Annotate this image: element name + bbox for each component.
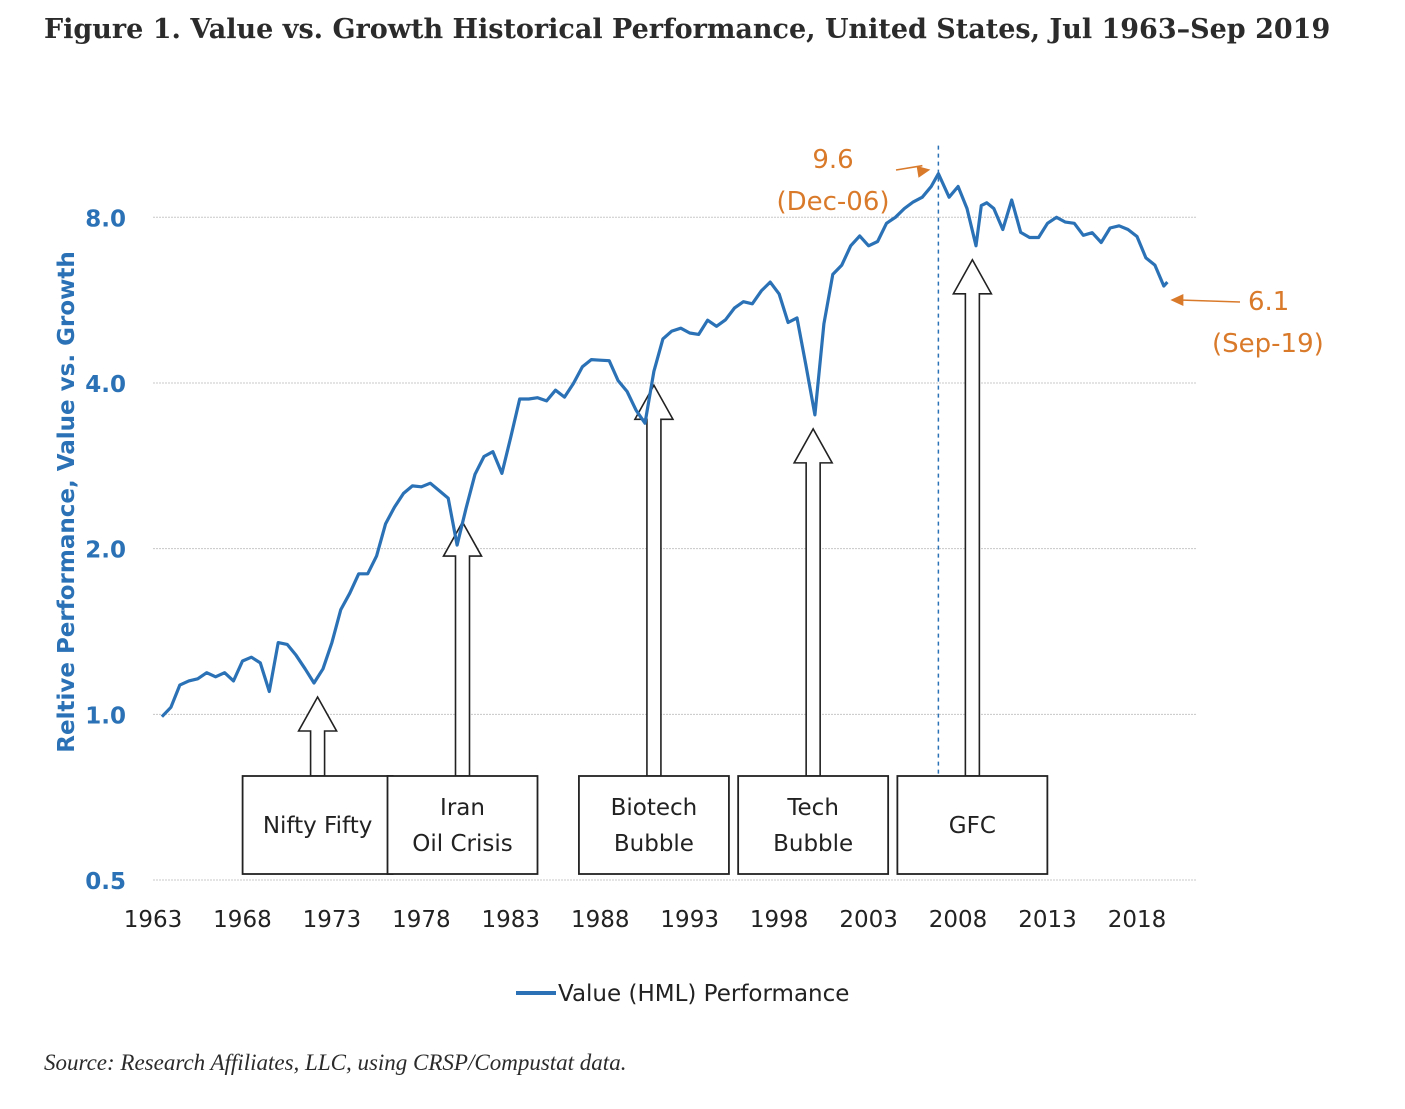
event-label: Nifty Fifty — [263, 813, 373, 839]
end-callout-date: (Sep-19) — [1212, 329, 1324, 359]
event-arrow — [792, 427, 834, 777]
event-box — [737, 775, 890, 875]
callouts: 9.6 (Dec-06) 6.1 (Sep-19) — [776, 145, 1323, 359]
x-tick-label: 1988 — [571, 907, 630, 933]
x-tick-label: 2013 — [1018, 907, 1077, 933]
x-tick-label: 1968 — [213, 907, 272, 933]
event-arrow — [442, 520, 483, 777]
x-tick-label: 1983 — [482, 907, 541, 933]
event-arrow — [633, 383, 675, 777]
series-line-value-hml — [160, 172, 1169, 718]
legend: Value (HML) Performance — [516, 981, 849, 1007]
event-box — [386, 775, 539, 875]
y-tick-label: 0.5 — [85, 869, 126, 895]
peak-callout-value: 9.6 — [812, 145, 853, 175]
event-annotations: Nifty Fifty Iran Oil Crisis Biotech Bubble Te… — [241, 258, 1049, 875]
source-note: Source: Research Affiliates, LLC, using … — [44, 1050, 627, 1075]
x-tick-label: 1973 — [303, 907, 362, 933]
event-box — [896, 775, 1049, 875]
event-label: GFC — [949, 813, 996, 839]
event-arrow — [952, 258, 993, 777]
event-box — [241, 775, 394, 875]
chart-title: Figure 1. Value vs. Growth Historical Pe… — [44, 14, 1331, 45]
x-tick-label: 1998 — [750, 907, 809, 933]
event-label: Biotech Bubble — [611, 795, 698, 857]
y-tick-label: 2.0 — [85, 538, 126, 564]
y-axis-ticks: 0.5 1.0 2.0 4.0 8.0 — [85, 206, 126, 895]
event-box — [578, 775, 730, 875]
peak-arrowhead — [916, 165, 931, 178]
x-axis-ticks: 1963 1968 1973 1978 1983 1988 1993 1998 2003 2008… — [124, 907, 1167, 933]
event-label: Iran Oil Crisis — [412, 795, 512, 857]
x-tick-label: 1993 — [660, 907, 719, 933]
y-tick-label: 4.0 — [85, 372, 126, 398]
x-tick-label: 1978 — [392, 907, 451, 933]
y-axis-label: Reltive Performance, Value vs. Growth — [54, 251, 80, 752]
legend-label: Value (HML) Performance — [558, 981, 849, 1007]
end-arrowhead — [1170, 294, 1184, 306]
x-tick-label: 2008 — [929, 907, 988, 933]
peak-callout-date: (Dec-06) — [776, 187, 889, 217]
x-tick-label: 2003 — [839, 907, 898, 933]
end-callout-arrow — [1179, 299, 1241, 303]
y-tick-label: 1.0 — [85, 703, 126, 729]
x-tick-label: 1963 — [124, 907, 183, 933]
y-tick-label: 8.0 — [85, 206, 126, 232]
event-arrow — [297, 695, 338, 777]
end-callout-value: 6.1 — [1248, 287, 1289, 317]
x-tick-label: 2018 — [1108, 907, 1167, 933]
event-label: Tech Bubble — [773, 795, 853, 857]
